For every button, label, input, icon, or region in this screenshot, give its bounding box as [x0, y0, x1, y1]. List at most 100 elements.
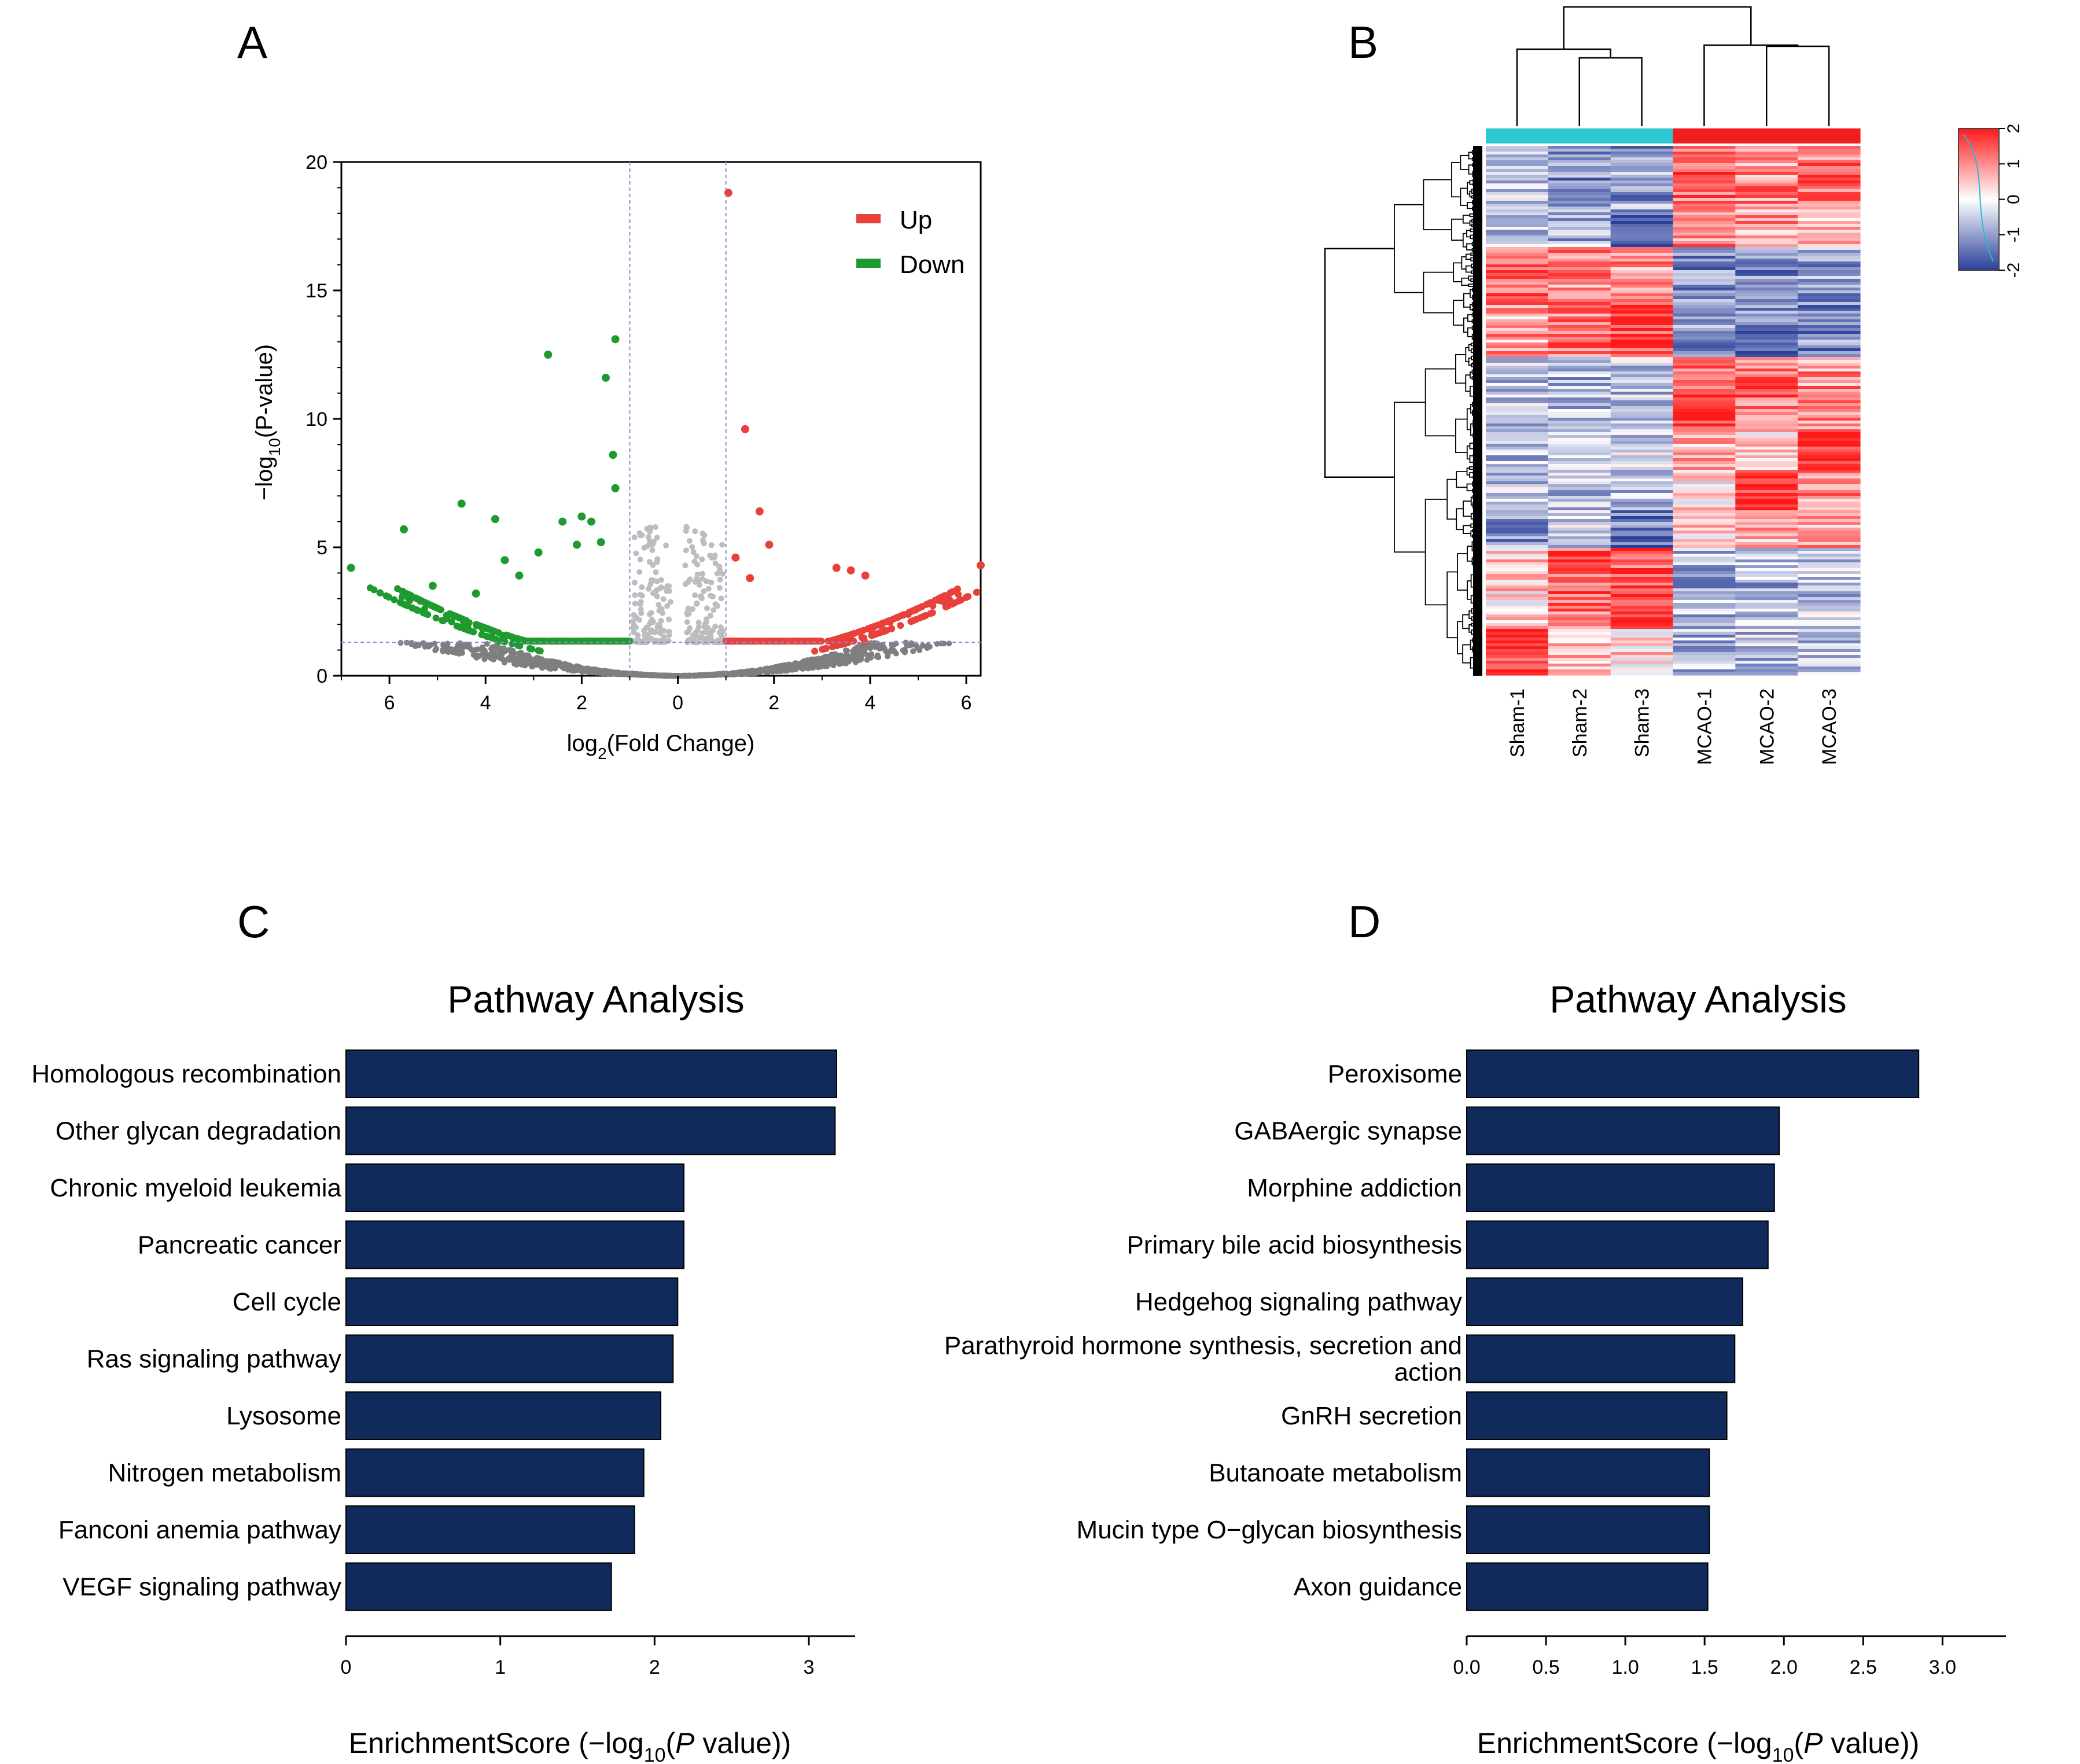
heatmap-cell — [1735, 198, 1798, 201]
bar-d — [1466, 1220, 1769, 1269]
heatmap-cell — [1735, 664, 1798, 667]
heatmap-cell — [1735, 600, 1798, 603]
heatmap-cell — [1673, 253, 1736, 256]
heatmap-cell — [1548, 397, 1611, 401]
volcano-point-down — [528, 638, 535, 645]
heatmap-cell — [1798, 655, 1861, 658]
heatmap-cell — [1735, 175, 1798, 178]
heatmap-cell — [1673, 580, 1736, 583]
legend-label-up: Up — [900, 206, 932, 234]
dendro-link — [1766, 45, 1830, 126]
heatmap-cell — [1798, 267, 1861, 271]
heatmap-cell — [1673, 626, 1736, 629]
heatmap-cell — [1673, 571, 1736, 575]
heatmap-cell — [1610, 224, 1674, 227]
heatmap-cell — [1673, 305, 1736, 308]
volcano-point-down — [601, 373, 610, 382]
volcano-point-up — [964, 593, 972, 601]
heatmap-cell — [1610, 484, 1674, 488]
heatmap-cell — [1798, 531, 1861, 534]
heatmap-cell — [1610, 267, 1674, 271]
heatmap-cell — [1735, 612, 1798, 615]
heatmap-cell — [1486, 343, 1549, 346]
heatmap-cell — [1673, 250, 1736, 253]
heatmap-cell — [1486, 557, 1549, 560]
heatmap-cell — [1735, 163, 1798, 167]
heatmap-cell — [1610, 565, 1674, 569]
heatmap-cell — [1610, 360, 1674, 363]
heatmap-cell — [1735, 244, 1798, 248]
heatmap-cell — [1798, 152, 1861, 155]
volcano-point-ns — [686, 636, 693, 643]
heatmap-cell — [1548, 282, 1611, 285]
heatmap-cell — [1673, 629, 1736, 632]
heatmap-cell — [1798, 221, 1861, 224]
dendro-link — [1470, 234, 1474, 240]
heatmap-cell — [1798, 181, 1861, 184]
dendro-link — [1467, 202, 1473, 209]
heatmap-cell — [1548, 464, 1611, 467]
heatmap-cell — [1735, 499, 1798, 502]
heatmap-cell — [1548, 548, 1611, 551]
y-tick-label: 15 — [305, 280, 327, 302]
panel-label-d: D — [1348, 896, 1380, 947]
heatmap-cell — [1673, 423, 1736, 427]
heatmap-cell — [1798, 230, 1861, 233]
volcano-point-ns — [691, 635, 698, 641]
heatmap-cell — [1548, 536, 1611, 540]
heatmap-cell — [1673, 568, 1736, 572]
dendro-link — [1471, 270, 1473, 274]
volcano-point-down — [509, 634, 517, 641]
heatmap-cell — [1610, 623, 1674, 627]
heatmap-cell — [1486, 308, 1549, 311]
heatmap-cell — [1548, 215, 1611, 219]
volcano-point-down — [489, 628, 497, 636]
volcano-point-down — [611, 484, 620, 492]
heatmap-cell — [1735, 496, 1798, 499]
volcano-point-ns — [712, 623, 719, 629]
heatmap-cell — [1548, 262, 1611, 265]
volcano-point-up — [954, 585, 961, 593]
heatmap-cell — [1735, 415, 1798, 418]
heatmap-cell — [1735, 166, 1798, 170]
heatmap-cell — [1486, 658, 1549, 661]
volcano-point-ns — [639, 671, 645, 677]
column-dendrogram — [1516, 6, 1830, 126]
volcano-point-ns — [648, 627, 654, 634]
heatmap-cell — [1610, 455, 1674, 459]
heatmap-cell — [1735, 574, 1798, 577]
heatmap-cell — [1673, 235, 1736, 239]
heatmap-cell — [1610, 447, 1674, 450]
heatmap-cell — [1610, 181, 1674, 184]
volcano-point-ns — [660, 596, 667, 602]
heatmap-cell — [1548, 221, 1611, 224]
heatmap-cell — [1735, 389, 1798, 392]
heatmap-cell — [1548, 577, 1611, 580]
heatmap-cell — [1673, 157, 1736, 161]
volcano-point-up — [910, 607, 917, 614]
heatmap-cell — [1548, 357, 1611, 360]
category-label: action — [1394, 1358, 1462, 1387]
heatmap-cell — [1673, 643, 1736, 647]
x-tick-label: 1.5 — [1691, 1656, 1718, 1678]
heatmap-cell — [1610, 470, 1674, 473]
volcano-point-ns — [720, 628, 726, 635]
heatmap-cell — [1548, 666, 1611, 670]
heatmap-cell — [1798, 360, 1861, 363]
heatmap-cell — [1798, 426, 1861, 430]
heatmap-cell — [1610, 146, 1674, 149]
heatmap-cell — [1735, 238, 1798, 242]
heatmap-cell — [1798, 348, 1861, 352]
heatmap-cell — [1610, 152, 1674, 155]
heatmap-cell — [1548, 383, 1611, 386]
volcano-point-ns — [527, 659, 533, 665]
heatmap-cell — [1673, 528, 1736, 531]
heatmap-cell — [1548, 351, 1611, 355]
dendro-link — [1469, 472, 1474, 478]
heatmap-cell — [1548, 264, 1611, 268]
heatmap-cell — [1548, 244, 1611, 248]
volcano-point-up — [855, 628, 862, 636]
volcano-point-ns — [790, 665, 797, 672]
heatmap-cell — [1486, 585, 1549, 589]
heatmap-cell — [1610, 302, 1674, 305]
